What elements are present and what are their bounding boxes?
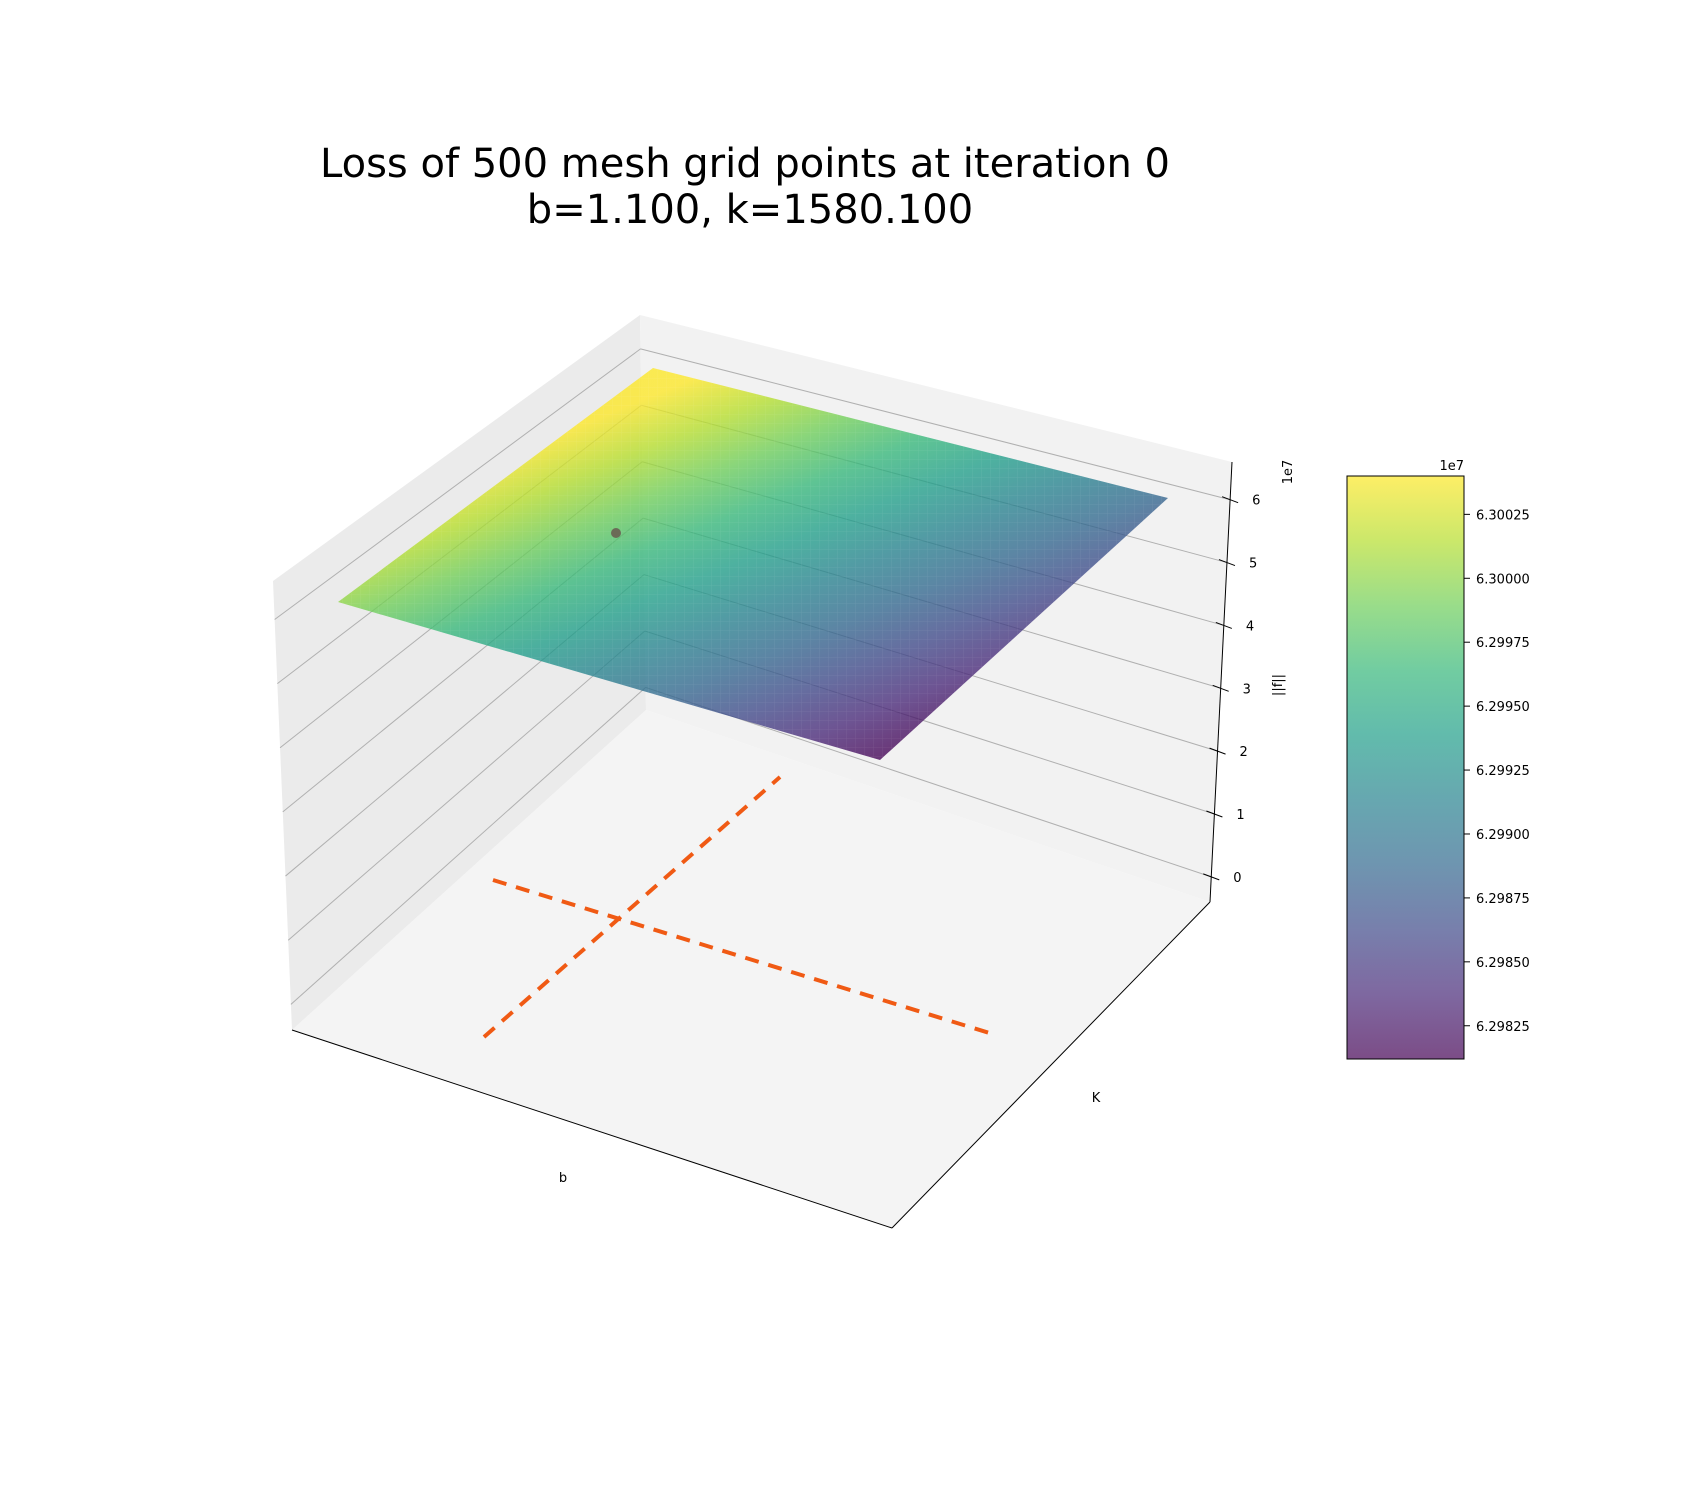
z-axis-offset-label: 1e7: [1281, 460, 1296, 485]
z-axis-label: ||f||: [1271, 674, 1286, 696]
colorbar-tick-label: 6.29925: [1476, 764, 1530, 779]
z-tick-label: 1: [1236, 808, 1244, 823]
colorbar-tick-label: 6.29850: [1476, 956, 1530, 971]
z-tick-mark: [1221, 496, 1239, 504]
loss-surface-mesh: [338, 368, 1168, 760]
z-tick-mark: [1209, 747, 1226, 755]
z-tick-mark: [1215, 621, 1233, 629]
z-tick-label: 0: [1233, 871, 1241, 886]
z-tick-label: 3: [1243, 682, 1251, 697]
chart-title-line-1: Loss of 500 mesh grid points at iteratio…: [320, 141, 1170, 187]
b-axis-line: [291, 1029, 893, 1229]
z-tick-label: 6: [1252, 494, 1260, 509]
colorbar: [1346, 475, 1465, 1060]
z-tick-label: 4: [1246, 619, 1254, 634]
k-axis-line: [891, 901, 1211, 1229]
z-gridline-left: [287, 630, 646, 941]
colorbar-tick-label: 6.30000: [1476, 572, 1530, 587]
colorbar-tick-label: 6.29975: [1476, 636, 1530, 651]
dashed-line-b: [482, 775, 782, 1039]
current-point-marker: [611, 528, 621, 538]
colorbar-tick-label: 6.29825: [1476, 1020, 1530, 1035]
z-axis-line: [1209, 461, 1233, 903]
colorbar-ticks: 6.29825 6.29850 6.29875 6.29900 6.29925 6.299…: [1464, 508, 1530, 1035]
z-gridline-left: [274, 348, 641, 620]
z-tick-mark: [1212, 684, 1229, 692]
z-tick-label: 5: [1249, 557, 1257, 572]
z-tick-mark: [1218, 559, 1236, 567]
x-axis-label: b: [559, 1171, 567, 1186]
colorbar-offset-label: 1e7: [1439, 459, 1464, 474]
chart-title-line-2: b=1.100, k=1580.100: [527, 187, 973, 233]
floor-pane: [292, 710, 1210, 1228]
z-tick-label: 2: [1240, 745, 1248, 760]
colorbar-tick-label: 6.29900: [1476, 828, 1530, 843]
dashed-line-k: [492, 878, 997, 1037]
z-tick-mark: [1203, 873, 1220, 881]
colorbar-tick-label: 6.30025: [1476, 508, 1530, 523]
z-tick-mark: [1206, 810, 1223, 818]
z-axis-ticks: 0 1 2 3 4 5 6: [1203, 494, 1260, 886]
z-gridline-left: [290, 687, 646, 1005]
colorbar-tick-label: 6.29875: [1476, 892, 1530, 907]
z-gridline-back: [640, 348, 1231, 501]
colorbar-tick-label: 6.29950: [1476, 700, 1530, 715]
y-axis-label: K: [1092, 1091, 1101, 1106]
